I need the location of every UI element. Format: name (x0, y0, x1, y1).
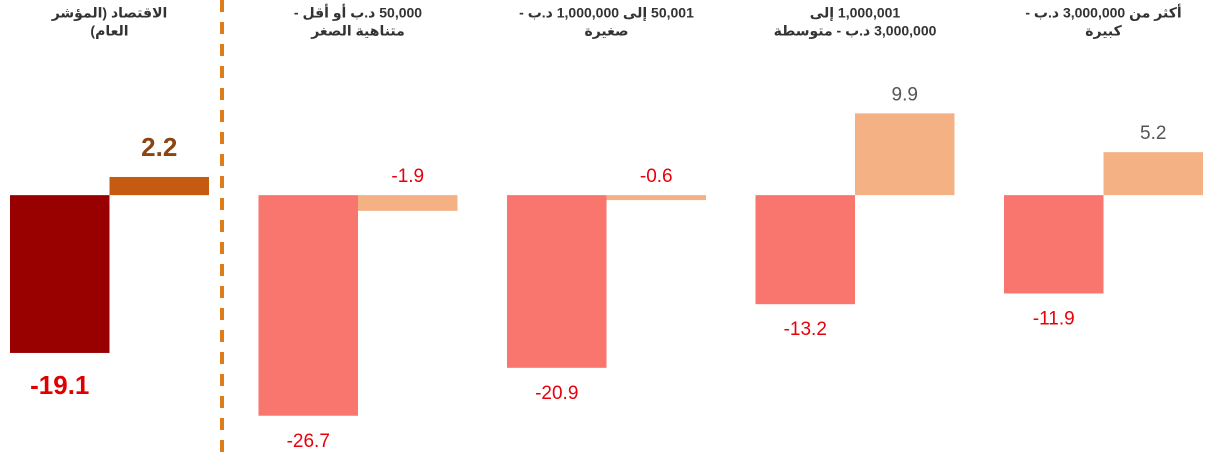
bar (109, 176, 209, 196)
bar (855, 113, 955, 196)
bar (507, 195, 607, 368)
value-label: -0.6 (640, 166, 673, 187)
bar (1103, 152, 1203, 196)
category-label: صغيرة (584, 23, 628, 40)
category-label: العام) (90, 23, 128, 39)
category-label: 3,000,000 د.ب - متوسطة (774, 23, 937, 40)
category-label: 50,000 د.ب أو أقل - (294, 4, 422, 22)
category-label: 50,001 إلى 1,000,000 د.ب - (519, 5, 694, 22)
category-label: الاقتصاد (المؤشر (51, 5, 168, 22)
value-label: -19.1 (30, 370, 89, 400)
category-label: متناهية الصغر (310, 23, 405, 40)
category-label: كبيرة (1085, 23, 1122, 40)
bar (10, 195, 110, 353)
bar (755, 195, 855, 305)
value-label: 5.2 (1140, 123, 1166, 144)
bar (606, 195, 706, 201)
bar (1004, 195, 1104, 294)
value-label: 2.2 (141, 132, 177, 162)
value-label: 9.9 (892, 84, 918, 105)
category-label: 1,000,001 إلى (810, 5, 901, 22)
value-label: -11.9 (1033, 308, 1075, 329)
value-label: -1.9 (391, 166, 424, 187)
value-label: -20.9 (535, 383, 578, 404)
value-label: -13.2 (784, 319, 827, 340)
bar (258, 195, 358, 416)
category-label: أكثر من 3,000,000 د.ب - (1025, 4, 1181, 22)
value-label: -26.7 (287, 431, 330, 452)
bar (358, 195, 458, 211)
